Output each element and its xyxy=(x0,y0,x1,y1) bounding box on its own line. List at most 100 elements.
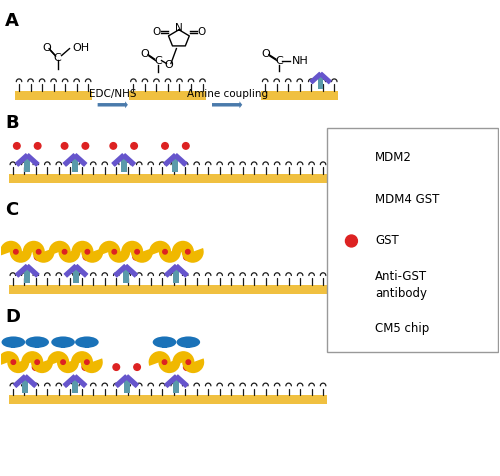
Bar xyxy=(162,340,166,348)
FancyBboxPatch shape xyxy=(15,264,29,278)
Text: O: O xyxy=(164,60,173,69)
Bar xyxy=(172,155,178,172)
Bar xyxy=(349,283,354,296)
Wedge shape xyxy=(172,241,194,256)
Ellipse shape xyxy=(75,337,98,348)
Wedge shape xyxy=(71,351,93,366)
Circle shape xyxy=(131,143,138,149)
Bar xyxy=(334,323,370,331)
Wedge shape xyxy=(10,248,32,263)
Text: CM5 chip: CM5 chip xyxy=(376,322,430,335)
Text: A: A xyxy=(6,12,19,30)
Wedge shape xyxy=(81,358,103,373)
Text: C: C xyxy=(54,52,62,62)
Circle shape xyxy=(12,364,18,370)
FancyBboxPatch shape xyxy=(73,374,88,388)
Wedge shape xyxy=(22,351,44,366)
Circle shape xyxy=(162,360,167,364)
FancyBboxPatch shape xyxy=(124,264,138,278)
FancyBboxPatch shape xyxy=(73,153,88,167)
Circle shape xyxy=(62,143,68,149)
FancyBboxPatch shape xyxy=(350,281,361,292)
FancyBboxPatch shape xyxy=(112,153,126,167)
Bar xyxy=(72,155,78,172)
Ellipse shape xyxy=(26,337,49,348)
Bar xyxy=(22,377,29,393)
Bar xyxy=(174,377,180,393)
Wedge shape xyxy=(172,351,195,366)
Circle shape xyxy=(184,364,190,370)
Wedge shape xyxy=(98,241,120,256)
Bar xyxy=(261,91,338,100)
Ellipse shape xyxy=(2,337,25,348)
FancyBboxPatch shape xyxy=(164,374,178,388)
Text: C: C xyxy=(154,56,162,66)
Circle shape xyxy=(83,253,89,260)
Circle shape xyxy=(112,253,118,260)
Bar xyxy=(122,266,129,283)
Text: MDM2: MDM2 xyxy=(376,151,412,164)
Bar xyxy=(24,155,30,172)
Circle shape xyxy=(82,143,88,149)
Bar xyxy=(120,155,127,172)
FancyBboxPatch shape xyxy=(310,72,322,84)
Text: O: O xyxy=(42,43,51,53)
Wedge shape xyxy=(48,241,70,256)
Circle shape xyxy=(350,197,354,201)
Bar xyxy=(24,266,30,283)
Circle shape xyxy=(162,364,170,370)
Circle shape xyxy=(186,360,190,364)
Bar xyxy=(318,74,324,89)
Text: NH: NH xyxy=(292,56,308,66)
FancyBboxPatch shape xyxy=(174,374,189,388)
Wedge shape xyxy=(121,241,143,256)
FancyBboxPatch shape xyxy=(114,264,128,278)
Wedge shape xyxy=(31,358,53,373)
Bar xyxy=(9,285,327,294)
Circle shape xyxy=(113,364,119,370)
Text: D: D xyxy=(6,308,20,326)
Circle shape xyxy=(162,143,168,149)
Wedge shape xyxy=(0,241,22,256)
FancyBboxPatch shape xyxy=(13,374,27,388)
Bar xyxy=(35,340,39,348)
Bar xyxy=(12,340,16,348)
Circle shape xyxy=(84,360,89,364)
Circle shape xyxy=(346,235,358,247)
Text: MDM4 GST: MDM4 GST xyxy=(376,193,440,206)
Text: B: B xyxy=(6,114,19,132)
Text: Anti-GST
antibody: Anti-GST antibody xyxy=(376,270,428,300)
FancyBboxPatch shape xyxy=(326,128,498,352)
Circle shape xyxy=(135,249,140,254)
Circle shape xyxy=(163,249,168,254)
Text: O: O xyxy=(198,27,206,37)
Text: Amine coupling: Amine coupling xyxy=(186,89,268,99)
Bar xyxy=(186,340,190,348)
Wedge shape xyxy=(47,351,69,366)
Wedge shape xyxy=(182,358,204,373)
Ellipse shape xyxy=(52,337,75,348)
Text: GST: GST xyxy=(376,235,399,248)
Bar xyxy=(174,266,180,283)
Wedge shape xyxy=(149,241,171,256)
Circle shape xyxy=(14,249,18,254)
FancyBboxPatch shape xyxy=(62,153,77,167)
Circle shape xyxy=(32,364,39,370)
Wedge shape xyxy=(148,351,171,366)
FancyBboxPatch shape xyxy=(24,374,38,388)
Bar xyxy=(9,395,327,404)
Circle shape xyxy=(14,253,20,260)
Text: O: O xyxy=(140,49,149,59)
Text: O: O xyxy=(262,49,270,59)
Circle shape xyxy=(14,143,20,149)
Bar xyxy=(73,266,79,283)
FancyBboxPatch shape xyxy=(174,153,188,167)
Wedge shape xyxy=(58,248,80,263)
Circle shape xyxy=(34,143,41,149)
Circle shape xyxy=(62,364,68,370)
Circle shape xyxy=(36,249,41,254)
FancyBboxPatch shape xyxy=(122,153,136,167)
FancyBboxPatch shape xyxy=(163,153,178,167)
Wedge shape xyxy=(32,248,54,263)
Circle shape xyxy=(61,360,66,364)
